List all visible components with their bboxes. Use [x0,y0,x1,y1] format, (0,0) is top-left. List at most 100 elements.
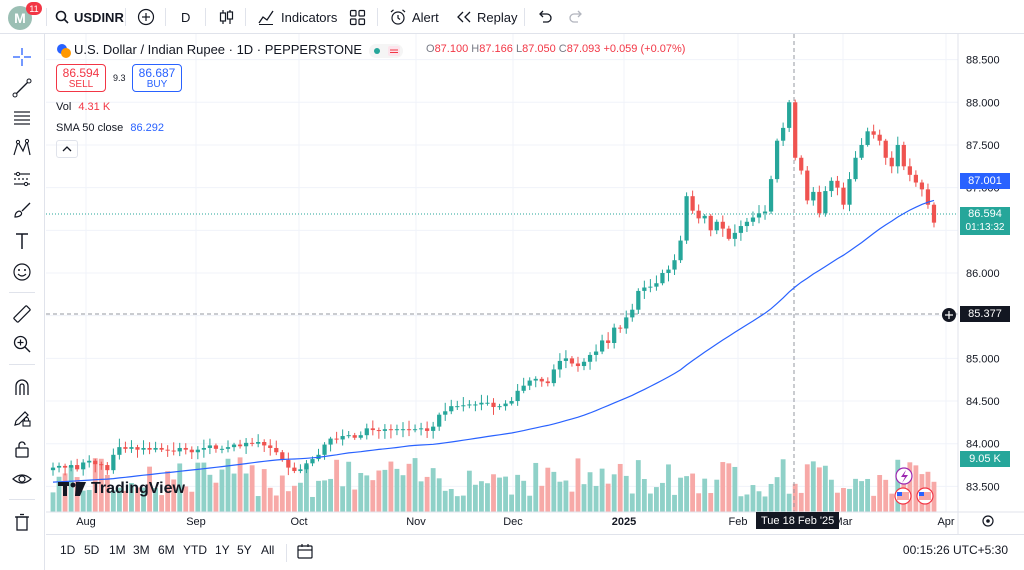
replay-label: Replay [477,9,518,25]
range-5d[interactable]: 5D [84,543,100,557]
range-3m[interactable]: 3M [133,543,150,557]
range-all[interactable]: All [261,543,275,557]
candle-body [672,260,677,270]
symbol-title[interactable]: U.S. Dollar / Indian Rupee · 1D · PEPPER… [74,42,363,57]
candle-body [213,445,219,449]
candle-body [485,402,490,404]
range-6m[interactable]: 6M [158,543,175,557]
layout-button[interactable] [349,0,366,34]
fib-tool[interactable] [10,106,34,130]
symbol-search-button[interactable]: USDINR [55,0,124,34]
range-ytd[interactable]: YTD [183,543,207,557]
candle-body [310,459,315,464]
candles-icon [219,10,234,24]
volume-bar [497,477,502,512]
lock-drawing-tool[interactable] [10,406,34,430]
tradingview-logo[interactable]: TradingView [58,480,185,498]
candle-body [135,447,140,450]
volume-bar [382,469,388,512]
flag-canton [897,492,902,496]
divider [9,292,35,293]
candle-body [702,215,707,219]
sell-button[interactable]: 86.594 SELL [56,64,106,92]
volume-bar [660,482,665,512]
crosshair-tool[interactable] [10,45,34,69]
candle-body [624,317,629,329]
collapse-legend-button[interactable] [56,140,78,158]
sma-line [52,199,935,483]
volume-bar [110,490,116,512]
buy-button[interactable]: 86.687 BUY [132,64,182,92]
remove-drawings-tool[interactable] [10,510,34,534]
range-1m[interactable]: 1M [109,543,126,557]
redo-button[interactable] [568,0,584,34]
volume-bar [340,486,346,512]
alert-button[interactable]: Alert [389,0,439,34]
candle-body [50,467,56,471]
chart-canvas[interactable]: 88.50088.00087.50087.00086.50086.00085.5… [46,34,1024,534]
volume-bar [672,494,677,512]
candle-body [189,449,194,453]
candle-body [159,447,164,450]
price-tick-label: 84.000 [966,439,1000,451]
candle-body [545,381,550,384]
goto-date-button[interactable] [296,542,314,565]
candle-body [304,463,309,470]
candle-body [87,460,92,463]
market-status-icon[interactable] [369,44,403,58]
volume-bar [593,485,599,512]
replay-button[interactable]: Replay [456,0,517,34]
forecast-icon [14,171,30,187]
hide-drawings-tool[interactable] [10,467,34,491]
candle-body [835,180,840,188]
candle-body [455,406,460,408]
candle-body [642,287,647,291]
time-tick-label: 2025 [612,516,636,528]
volume-bar [285,491,291,512]
sma-indicator-legend[interactable]: SMA 50 close 86.292 [56,122,164,134]
tradingview-wordmark: TradingView [91,480,185,497]
zoom-tool[interactable] [10,332,34,356]
candle-body [919,182,925,190]
compare-button[interactable] [137,0,155,34]
forecast-tool[interactable] [10,167,34,191]
notification-badge: 11 [26,2,42,15]
low-label: L [515,43,523,55]
volume-bar [141,487,146,512]
candle-body [569,358,575,364]
price-tick-label: 88.000 [966,97,1000,109]
chart-type-button[interactable] [217,0,235,34]
volume-bar [310,496,315,512]
trend-line-tool[interactable] [10,76,34,100]
volume-bar [804,464,810,512]
measure-tool[interactable] [10,302,34,326]
candle-body [587,354,593,362]
pattern-tool[interactable] [10,136,34,160]
range-1y[interactable]: 1Y [215,543,230,557]
emoji-tool[interactable] [10,260,34,284]
text-tool[interactable] [10,229,34,253]
undo-button[interactable] [537,0,553,34]
lock-tool[interactable] [10,437,34,461]
candle-body [557,360,562,370]
timezone-clock[interactable]: 00:15:26 UTC+5:30 [902,543,1008,557]
volume-bar [720,462,726,512]
candle-body [340,436,345,440]
range-5y[interactable]: 5Y [237,543,252,557]
zoom-in-icon [13,335,31,353]
volume-indicator-legend[interactable]: Vol 4.31 K [56,101,110,113]
interval-button[interactable]: D [181,9,191,25]
volume-bar [768,483,774,512]
time-scale: Aug Sep Oct Nov Dec 2025 Feb Mar Apr [76,516,955,528]
undo-icon [539,10,552,23]
volume-bar [213,482,219,512]
volume-bar [225,458,231,512]
lock-icon [15,441,29,458]
magnet-tool[interactable] [10,375,34,399]
close-label: C [558,43,567,55]
indicators-button[interactable]: Indicators [257,0,337,34]
range-1d[interactable]: 1D [60,543,76,557]
volume-bar [889,493,895,512]
brush-tool[interactable] [10,198,34,222]
candle-body [593,351,599,355]
